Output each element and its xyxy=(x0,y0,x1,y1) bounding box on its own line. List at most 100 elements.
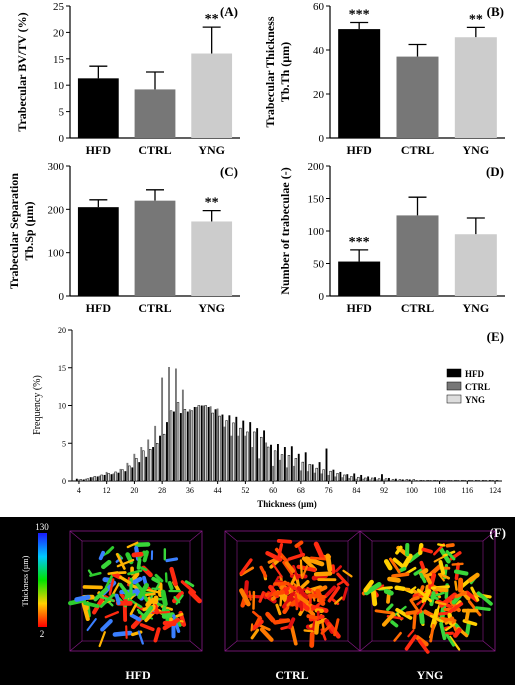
frame-edge xyxy=(482,640,496,652)
x-tick-label: 108 xyxy=(434,486,446,495)
trabecula-strand xyxy=(299,559,303,578)
bar-hfd xyxy=(207,407,210,481)
x-tick-label: 124 xyxy=(489,486,501,495)
trabecula-strand xyxy=(411,595,420,601)
x-tick-label: 60 xyxy=(269,486,277,495)
trabecula-strand xyxy=(453,569,469,576)
bar-hfd xyxy=(422,480,425,481)
x-tick-label: 100 xyxy=(406,486,418,495)
trabecula-strand xyxy=(273,581,290,586)
trabecula-strand xyxy=(276,538,293,544)
bar-ctrl xyxy=(119,468,122,481)
trabecula-strand xyxy=(404,634,418,651)
trabecula-strand xyxy=(434,600,447,606)
bar-hfd xyxy=(360,474,363,481)
bar-hfd xyxy=(159,435,161,481)
trabecula-strand xyxy=(165,557,179,563)
trabecula-strand xyxy=(160,589,168,607)
bar-ctrl xyxy=(362,478,365,481)
trabecula-strand xyxy=(83,601,100,608)
y-tick-label: 10 xyxy=(53,80,65,92)
trabecula-strand xyxy=(421,589,431,604)
bar-hfd xyxy=(110,474,113,481)
trabecula-strand xyxy=(334,596,343,605)
bar-hfd xyxy=(82,479,85,481)
trabecula-strand xyxy=(86,618,97,632)
trabecula-strand xyxy=(467,572,480,583)
bar-yng xyxy=(475,479,478,482)
trabecula-strand xyxy=(100,619,113,632)
trabecula-strand xyxy=(105,546,115,555)
y-tick-label: 0 xyxy=(59,133,65,145)
bar-ctrl xyxy=(313,472,316,481)
trabecula-strand xyxy=(282,605,290,615)
bar-hfd xyxy=(263,430,266,481)
bar-hfd xyxy=(221,414,224,481)
trabecula-strand xyxy=(318,585,328,592)
bar-hfd xyxy=(478,480,481,481)
trabecula-strand xyxy=(439,572,451,580)
legend: HFD CTRL YNG xyxy=(446,368,490,405)
trabecula-strand xyxy=(136,558,142,570)
trabecula-strand xyxy=(116,558,135,568)
x-tick-label: 84 xyxy=(352,486,360,495)
frame-inner xyxy=(236,540,349,642)
y-axis-label: Trabecular BV/TV (%) xyxy=(15,12,29,131)
bar-yng xyxy=(370,477,374,482)
trabecula-strand xyxy=(433,555,445,563)
bar-hfd xyxy=(346,474,349,481)
x-tick-label: HFD xyxy=(346,301,372,315)
bar-yng xyxy=(176,402,180,482)
legend-label-hfd: HFD xyxy=(465,369,484,379)
trabecula-strand xyxy=(467,600,482,617)
trabecula-strand xyxy=(99,593,115,608)
trabecula-strand xyxy=(364,581,382,596)
bar-yng xyxy=(391,479,395,482)
trabecula-strand xyxy=(104,573,114,589)
bar-ctrl xyxy=(334,476,337,481)
trabecula-strand xyxy=(290,625,298,646)
bar-yng xyxy=(191,221,233,296)
trabecula-strand xyxy=(313,541,325,560)
trabecula-strand xyxy=(81,601,90,622)
bar-ctrl xyxy=(452,480,455,481)
trabecula-strand xyxy=(409,598,420,613)
bar-yng xyxy=(266,446,270,482)
trabecula-strand xyxy=(454,580,458,591)
bar-hfd xyxy=(249,422,252,481)
trabecula-strand xyxy=(448,602,464,614)
y-axis-label-2: Tb.Sp (µm) xyxy=(22,202,36,261)
bar-yng xyxy=(412,479,415,482)
trabecula-strand xyxy=(428,572,437,590)
legend-swatch-yng xyxy=(446,394,462,404)
bar-yng xyxy=(426,479,429,482)
bar-yng xyxy=(294,458,298,482)
trabecula-strand xyxy=(392,557,407,570)
y-tick-label: 60 xyxy=(313,1,325,13)
bar-hfd xyxy=(311,464,314,481)
x-tick-label: 52 xyxy=(241,486,249,495)
bar-yng xyxy=(273,450,277,482)
trabecula-strand xyxy=(430,595,439,601)
bar-ctrl xyxy=(175,368,177,481)
bar-ctrl xyxy=(202,405,205,481)
bar-yng xyxy=(253,431,256,482)
trabecula-strand xyxy=(408,586,417,593)
bar-yng xyxy=(481,479,485,482)
trabecula-strand xyxy=(333,618,340,637)
bar-yng xyxy=(405,479,409,482)
bar-hfd xyxy=(381,474,383,481)
bar-yng xyxy=(377,478,381,482)
bar-hfd xyxy=(408,479,411,481)
trabecula-strand xyxy=(370,589,378,607)
bar-ctrl xyxy=(258,458,261,481)
trabecula-strand xyxy=(335,565,342,573)
trabecula-strand xyxy=(115,552,126,570)
bar-hfd xyxy=(186,411,189,481)
trabecula-strand xyxy=(336,580,344,586)
trabecula-strand xyxy=(336,572,350,587)
bar-ctrl xyxy=(223,426,226,481)
bar-yng xyxy=(121,469,124,482)
y-tick-label: 20 xyxy=(53,27,65,39)
